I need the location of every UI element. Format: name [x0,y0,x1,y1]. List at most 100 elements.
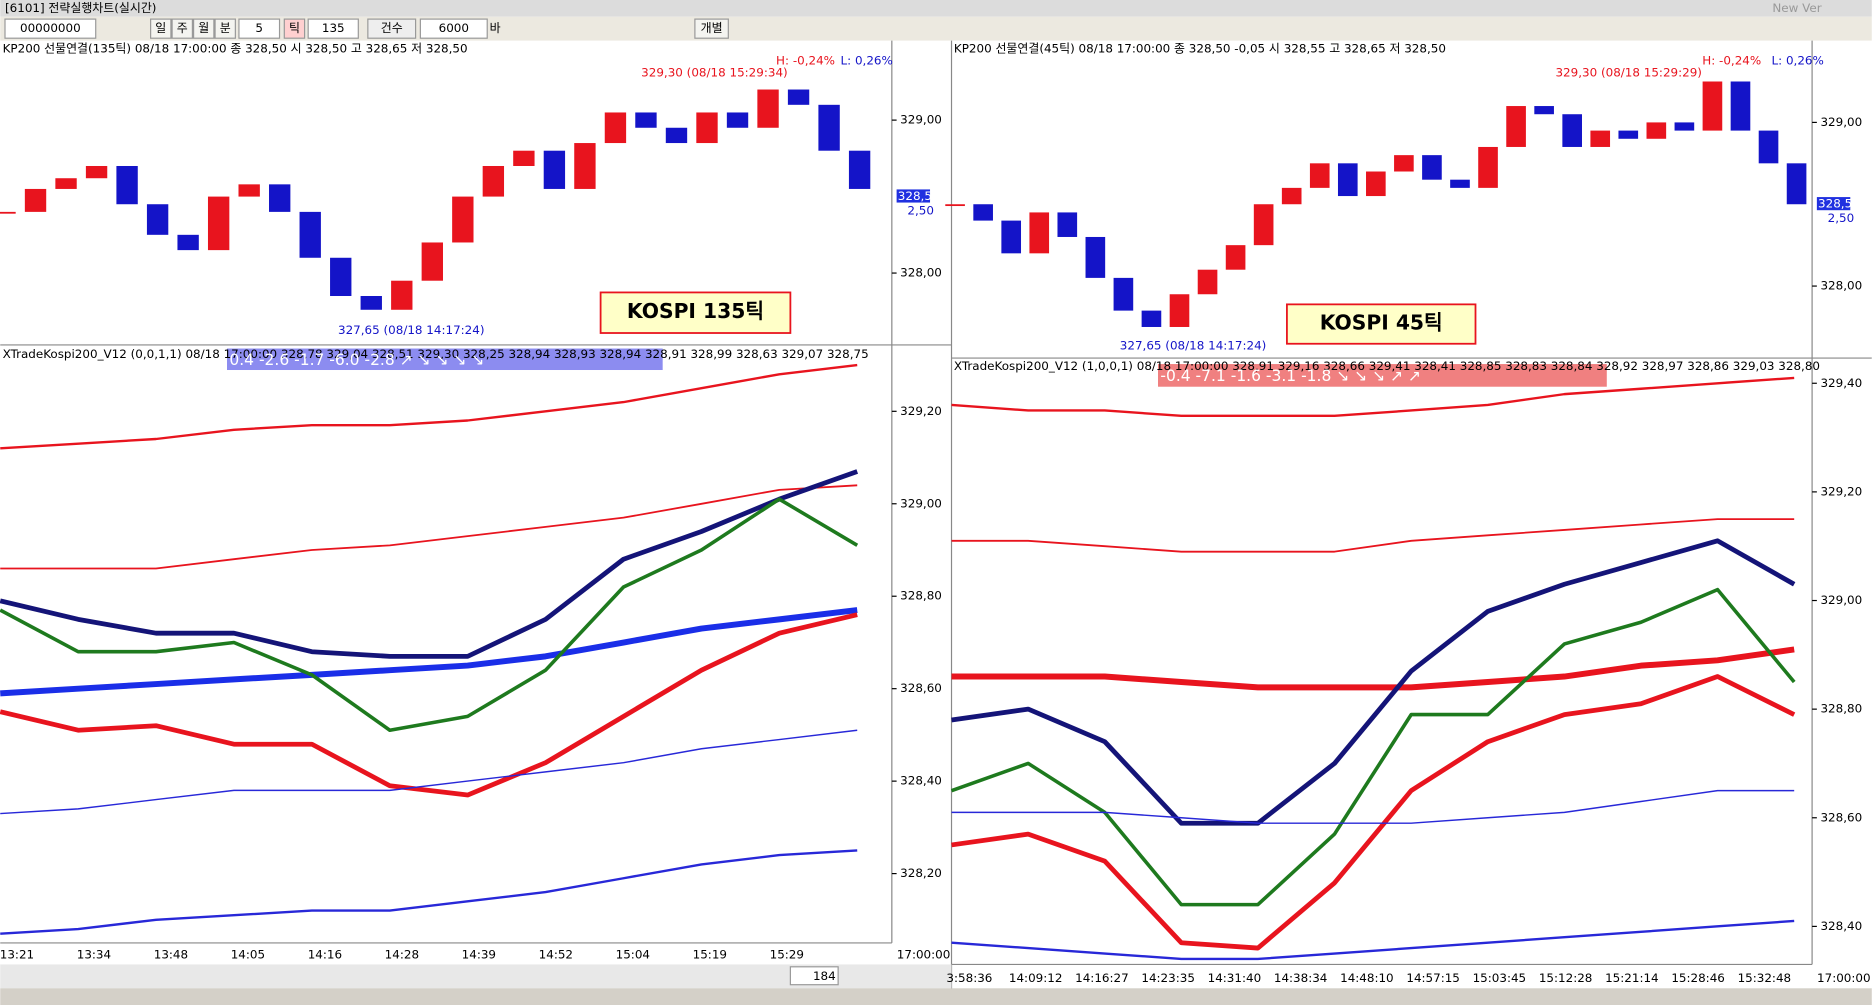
y-tick-label: 328,40 [1820,919,1862,933]
candle [24,188,47,212]
indicator-line [951,538,1796,826]
candle [116,165,138,205]
period-button-label: 일 [155,21,166,35]
candle [1253,204,1274,246]
indicator-line [951,376,1795,418]
high-label: 329,30 (08/18 15:29:29) [1555,65,1702,79]
signal-band [227,348,663,371]
tick-button-label: 틱 [289,21,300,35]
version-label: New Ver [1772,1,1821,15]
signal-values: -0.4 -7.1 -1.6 -3.1 -1.8 ↘ ↘ ↘ ↗ ↗ [1160,367,1421,385]
y-tick-label: 329,20 [1820,484,1862,498]
candle [1478,146,1498,188]
chart-badge-label: KOSPI 135틱 [627,299,764,323]
bars-input[interactable] [419,18,488,39]
indicator-line [951,646,1795,691]
indicator-line [0,729,858,815]
x-tick-label: 15:03:45 [1473,971,1527,985]
candle [421,242,443,281]
chart-header: KP200 선물연결(135틱) 08/18 17:00:00 종 328,50… [3,41,468,55]
x-tick-label: 13:48 [154,947,188,961]
candle [1169,294,1190,327]
candle [207,196,230,251]
x-tick-label: 14:52 [539,947,573,961]
x-tick-label: 14:16:27 [1075,971,1129,985]
code-input[interactable] [4,18,97,39]
y-tick-label: 329,20 [900,404,942,418]
period-button[interactable] [171,18,193,39]
period-button[interactable] [214,18,236,39]
tick-count-select[interactable] [307,18,359,39]
candle [1422,155,1442,180]
tick-button[interactable] [283,18,306,39]
indicator-line [0,363,858,450]
candle [1534,106,1554,115]
candle [1618,130,1639,139]
candle [665,127,688,144]
last-price-box [1816,197,1851,211]
candle [1730,81,1751,131]
candle [1590,130,1611,147]
low-pct: L: 0,26% [841,53,893,67]
candle [973,204,993,221]
candle [1029,212,1050,254]
x-tick-label: 14:05 [231,947,265,961]
period-select[interactable] [238,18,281,39]
candle [604,112,627,144]
last-price-box [896,189,931,203]
high-pct: H: -0,24% [776,53,835,67]
indicator-line [0,849,858,935]
count-mode-select[interactable] [367,18,417,39]
candle [1281,187,1302,205]
indicator-header: XTradeKospi200_V12 (0,0,1,1) 08/18 17:00… [3,347,869,361]
candle [1674,122,1695,131]
x-tick-label: 14:23:35 [1141,971,1195,985]
candle [55,178,77,189]
toolbar [0,16,1872,41]
indicator-line [951,674,1796,951]
candle [1646,122,1667,139]
y-tick-label: 329,00 [1820,115,1862,129]
scrollbar[interactable] [0,964,952,989]
status-bar [0,988,1872,1005]
high-pct: H: -0,24% [1702,53,1761,67]
bars-input-label: 6000 [439,21,469,35]
tick-count-select-label: 135 [322,21,345,35]
period-select-label: 5 [255,21,263,35]
chart-badge [599,291,792,334]
low-pct: L: 0,26% [1772,53,1824,67]
candle [1001,220,1022,254]
candle [482,165,505,197]
candle [635,112,657,128]
candle [269,184,291,212]
candle [1562,114,1582,147]
indicator-line [0,469,859,659]
period-button-label: 월 [198,21,209,35]
x-tick-label: 14:28 [385,947,419,961]
candle [1337,163,1358,197]
candle [330,257,352,297]
candle [1450,179,1470,188]
candle [574,143,596,189]
indicator-line [951,518,1795,553]
candle [818,104,840,151]
candle [299,211,321,258]
x-tick-label: 15:04 [616,947,650,961]
y-tick-label: 328,60 [1820,810,1862,824]
candle [1197,269,1218,295]
x-tick-label: 3:58:36 [946,971,992,985]
indicator-line [0,607,858,697]
x-tick-label: 14:48:10 [1340,971,1394,985]
individual-button[interactable] [694,18,729,39]
x-tick-label: 14:31:40 [1208,971,1262,985]
candle [1113,277,1134,311]
period-button[interactable] [150,18,172,39]
period-button[interactable] [192,18,215,39]
y-tick-label: 328,00 [1820,279,1862,293]
x-tick-label: 14:09:12 [1009,971,1063,985]
candle [85,165,108,179]
x-tick-label: 14:39 [462,947,496,961]
indicator-line [951,789,1795,824]
signal-band [1158,364,1607,387]
